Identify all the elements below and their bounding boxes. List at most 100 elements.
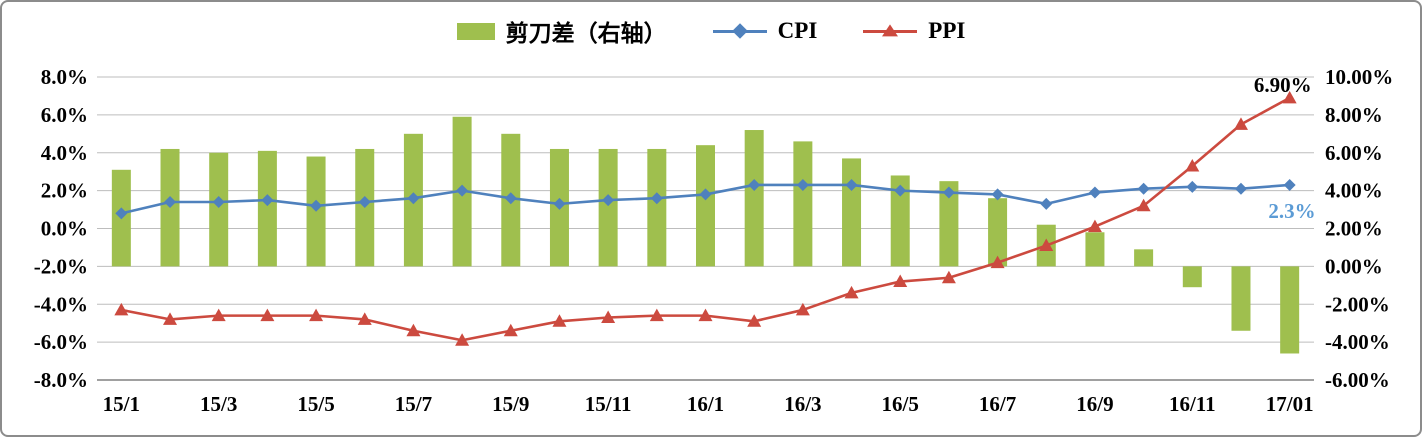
right-axis-tick-label: -6.00% [1325, 368, 1390, 392]
ppi-triangle-marker-icon [1136, 198, 1151, 212]
ppi-triangle-marker-icon [747, 314, 762, 327]
ppi-markers [114, 90, 1297, 346]
left-axis-labels: 8.0% 6.0% 4.0% 2.0% 0.0% -2.0% -4.0% -6.0% -8.0% [34, 65, 88, 392]
x-axis-tick-label: 16/9 [1076, 392, 1113, 416]
ppi-triangle-marker-icon [698, 308, 713, 322]
ppi-triangle-marker-icon [941, 270, 956, 284]
cpi-diamond-marker-icon [731, 23, 748, 39]
cpi-diamond-marker-icon [1186, 180, 1199, 193]
gap-bar [1182, 266, 1202, 288]
gap-bar [1085, 232, 1105, 267]
ppi-triangle-marker-icon [1282, 90, 1297, 104]
left-axis-tick-label: -4.0% [34, 292, 88, 316]
x-axis-tick-label: 16/7 [979, 392, 1016, 416]
cpi-diamond-marker-icon [553, 197, 566, 210]
ppi-triangle-marker-icon [357, 312, 372, 325]
cpi-markers [115, 178, 1296, 220]
cpi-diamond-marker-icon [845, 178, 858, 191]
x-axis-tick-label: 15/7 [395, 392, 432, 416]
ppi-triangle-marker-icon [795, 302, 810, 316]
gap-bar [842, 158, 862, 267]
gap-bar [1231, 266, 1251, 331]
legend-item-ppi: PPI [863, 18, 965, 44]
cpi-diamond-marker-icon [602, 194, 615, 207]
x-axis-tick-label: 15/3 [200, 392, 237, 416]
ppi-triangle-marker-icon [1233, 117, 1248, 130]
gap-bar [696, 145, 715, 267]
right-axis-tick-label: -4.00% [1325, 330, 1390, 354]
right-axis-tick-label: 10.00% [1325, 65, 1393, 89]
right-axis-tick-label: -2.00% [1325, 292, 1390, 316]
x-axis-labels: 15/1 15/3 15/5 15/7 15/9 15/11 16/1 16/3 16/5 16/… [103, 392, 1314, 416]
x-axis-tick-label: 15/11 [585, 392, 632, 416]
right-axis-tick-label: 6.00% [1325, 141, 1383, 165]
ppi-triangle-marker-icon [893, 274, 908, 288]
ppi-triangle-marker-icon [260, 308, 275, 322]
ppi-triangle-marker-icon [455, 333, 470, 346]
ppi-triangle-marker-icon [1185, 159, 1200, 172]
scissors-gap-bar-swatch-icon [456, 22, 495, 40]
ppi-triangle-marker-icon [1039, 238, 1054, 252]
legend: 剪刀差（右轴） CPI PPI [2, 14, 1420, 48]
x-axis-tick-label: 15/9 [492, 392, 529, 416]
x-axis-tick-label: 16/5 [882, 392, 919, 416]
cpi-diamond-marker-icon [407, 192, 420, 205]
cpi-diamond-marker-icon [115, 207, 128, 220]
ppi-triangle-marker-icon [844, 285, 859, 299]
x-axis-tick-label: 16/3 [784, 392, 821, 416]
gap-bar [793, 141, 813, 267]
ppi-triangle-marker-icon [503, 323, 518, 337]
x-axis-tick-label: 17/01 [1266, 392, 1314, 416]
x-axis-tick-label: 16/11 [1169, 392, 1216, 416]
ppi-line-swatch-icon [863, 22, 918, 40]
ppi-triangle-marker-icon [114, 302, 129, 316]
left-axis-tick-label: -2.0% [34, 254, 88, 278]
x-axis-tick-label: 16/1 [687, 392, 724, 416]
gap-bar [890, 175, 910, 267]
ppi-triangle-marker-icon [406, 323, 421, 337]
cpi-diamond-marker-icon [1137, 182, 1150, 195]
gap-bar [939, 181, 959, 267]
left-axis-tick-label: -6.0% [34, 330, 88, 354]
cpi-diamond-marker-icon [991, 188, 1004, 201]
cpi-diamond-marker-icon [310, 199, 323, 212]
x-axis-tick-label: 15/1 [103, 392, 140, 416]
gap-bar [1280, 266, 1300, 354]
right-axis-labels: 10.00% 8.00% 6.00% 4.00% 2.00% 0.00% -2.00% -4.… [1325, 65, 1393, 392]
scissors-gap-bars [111, 116, 1300, 354]
ppi-triangle-marker-icon [649, 308, 664, 322]
cpi-line-swatch-icon [712, 22, 767, 40]
ppi-triangle-marker-icon [309, 308, 324, 322]
gap-bar [209, 152, 229, 267]
cpi-diamond-marker-icon [1234, 182, 1247, 195]
x-axis-tick-label: 15/5 [297, 392, 334, 416]
left-axis-tick-label: 8.0% [41, 65, 88, 89]
ppi-triangle-marker-icon [211, 308, 226, 322]
cpi-diamond-marker-icon [212, 195, 225, 208]
cpi-diamond-marker-icon [1283, 178, 1296, 191]
gap-bar [988, 198, 1008, 267]
cpi-diamond-marker-icon [942, 186, 955, 199]
left-axis-tick-label: -8.0% [34, 368, 88, 392]
gap-bar [257, 150, 277, 267]
cpi-diamond-marker-icon [894, 184, 907, 197]
cpi-diamond-marker-icon [699, 188, 712, 201]
legend-label-scissors-gap: 剪刀差（右轴） [505, 21, 667, 46]
cpi-diamond-marker-icon [1040, 197, 1053, 210]
ppi-triangle-marker-icon [1087, 219, 1102, 233]
left-axis-tick-label: 0.0% [41, 217, 88, 241]
right-axis-tick-label: 4.00% [1325, 179, 1383, 203]
cpi-diamond-marker-icon [358, 195, 371, 208]
legend-item-cpi: CPI [712, 18, 817, 44]
right-axis-tick-label: 0.00% [1325, 254, 1383, 278]
cpi-diamond-marker-icon [164, 195, 177, 208]
cpi-diamond-marker-icon [456, 184, 469, 197]
gap-bar [647, 148, 667, 267]
ppi-triangle-marker-icon [990, 255, 1005, 269]
ppi-triangle-marker-icon [882, 24, 899, 37]
gap-bar [1134, 249, 1154, 267]
legend-label-ppi: PPI [928, 18, 966, 43]
cpi-diamond-marker-icon [1088, 186, 1101, 199]
